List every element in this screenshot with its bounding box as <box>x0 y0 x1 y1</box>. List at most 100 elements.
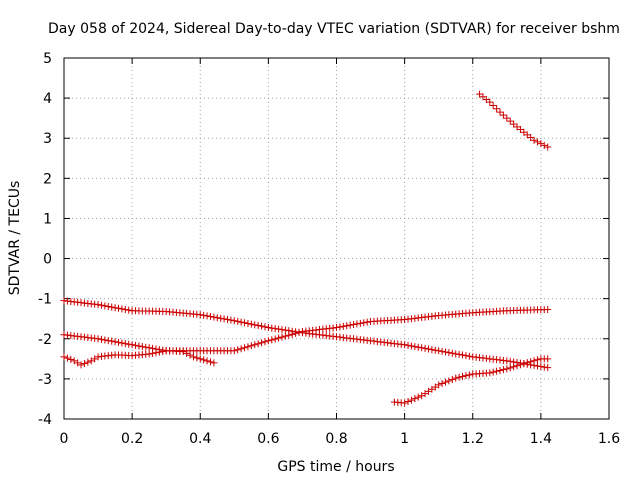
data-point <box>285 331 293 339</box>
series-2 <box>60 347 218 369</box>
data-point <box>465 371 473 379</box>
y-tick-label: -4 <box>38 412 52 428</box>
data-point <box>254 322 262 330</box>
data-point <box>149 349 157 357</box>
data-point <box>455 350 463 358</box>
y-tick-label: -3 <box>38 372 52 388</box>
data-point <box>278 326 286 334</box>
data-point <box>520 360 528 368</box>
data-point <box>275 325 283 333</box>
series-4 <box>476 90 552 151</box>
data-point <box>268 336 276 344</box>
data-point <box>261 323 269 331</box>
data-point <box>220 315 228 323</box>
data-point <box>496 366 504 374</box>
y-tick-labels: -4 -3 -2 -1 0 1 2 3 4 5 <box>38 51 52 428</box>
data-point <box>350 321 358 329</box>
data-point <box>537 363 545 371</box>
data-point <box>155 348 163 356</box>
data-point <box>278 333 286 341</box>
data-point <box>275 334 283 342</box>
data-point <box>343 322 351 330</box>
data-point <box>121 340 129 348</box>
data-point <box>224 316 231 324</box>
data-point <box>247 342 255 350</box>
data-point <box>268 324 276 332</box>
data-point <box>435 347 443 355</box>
data-point <box>97 301 105 309</box>
data-point <box>210 359 218 367</box>
data-point <box>227 316 235 324</box>
data-point <box>499 111 507 119</box>
data-point <box>533 356 541 364</box>
data-point <box>544 364 552 372</box>
y-tick-label: 1 <box>43 211 52 227</box>
data-point <box>431 346 439 354</box>
data-point <box>118 339 126 347</box>
data-point <box>533 362 541 370</box>
data-point <box>60 353 68 361</box>
data-point <box>455 373 463 381</box>
x-tick-labels: 0 0.2 0.4 0.6 0.8 1 1.2 1.4 1.6 <box>60 431 621 447</box>
data-point <box>462 372 470 380</box>
data-point <box>138 343 146 351</box>
data-point <box>506 364 514 372</box>
data-point <box>271 335 279 343</box>
data-point <box>258 322 266 330</box>
data-point <box>407 396 415 404</box>
data-point <box>94 301 102 309</box>
data-point <box>251 341 259 349</box>
data-point <box>353 320 361 328</box>
plot-frame <box>63 57 610 420</box>
data-point <box>544 305 552 313</box>
data-point <box>115 338 122 346</box>
data-point <box>411 343 419 351</box>
y-tick-label: 4 <box>43 91 52 107</box>
data-point <box>448 375 456 383</box>
data-point <box>530 357 538 365</box>
data-point <box>196 355 204 363</box>
data-point <box>442 348 449 356</box>
data-point <box>206 313 214 321</box>
data-point <box>230 317 238 325</box>
data-point <box>135 342 143 350</box>
data-point <box>264 337 272 345</box>
data-point <box>544 143 552 151</box>
data-point <box>80 360 88 368</box>
data-point <box>486 369 494 377</box>
data-point <box>94 335 102 343</box>
data-point <box>530 136 538 144</box>
y-tick-label: -2 <box>38 332 52 348</box>
data-point <box>237 318 245 326</box>
x-tick-label: 0.6 <box>257 431 279 447</box>
data-point <box>104 337 112 345</box>
data-point <box>540 141 548 149</box>
data-point <box>414 343 422 351</box>
data-point <box>533 138 541 146</box>
data-point <box>537 140 545 148</box>
data-point <box>132 341 140 349</box>
data-point <box>281 332 289 340</box>
data-point <box>258 339 266 347</box>
data-point <box>152 349 160 357</box>
data-point <box>465 352 473 360</box>
data-point <box>121 305 129 313</box>
data-point <box>459 351 467 359</box>
data-point <box>247 320 255 328</box>
data-point <box>254 340 262 348</box>
data-point <box>101 336 109 344</box>
data-point <box>234 317 242 325</box>
data-point <box>404 398 412 406</box>
data-point <box>281 326 289 334</box>
data-point <box>407 342 415 350</box>
data-point <box>145 350 153 358</box>
data-point <box>196 311 204 319</box>
data-point <box>421 344 429 352</box>
data-point <box>438 347 446 355</box>
data-point <box>244 319 252 327</box>
data-point <box>428 346 436 354</box>
grid <box>64 58 609 419</box>
x-axis-label: GPS time / hours <box>277 459 394 475</box>
data-point <box>411 395 419 403</box>
data-point <box>101 302 109 310</box>
